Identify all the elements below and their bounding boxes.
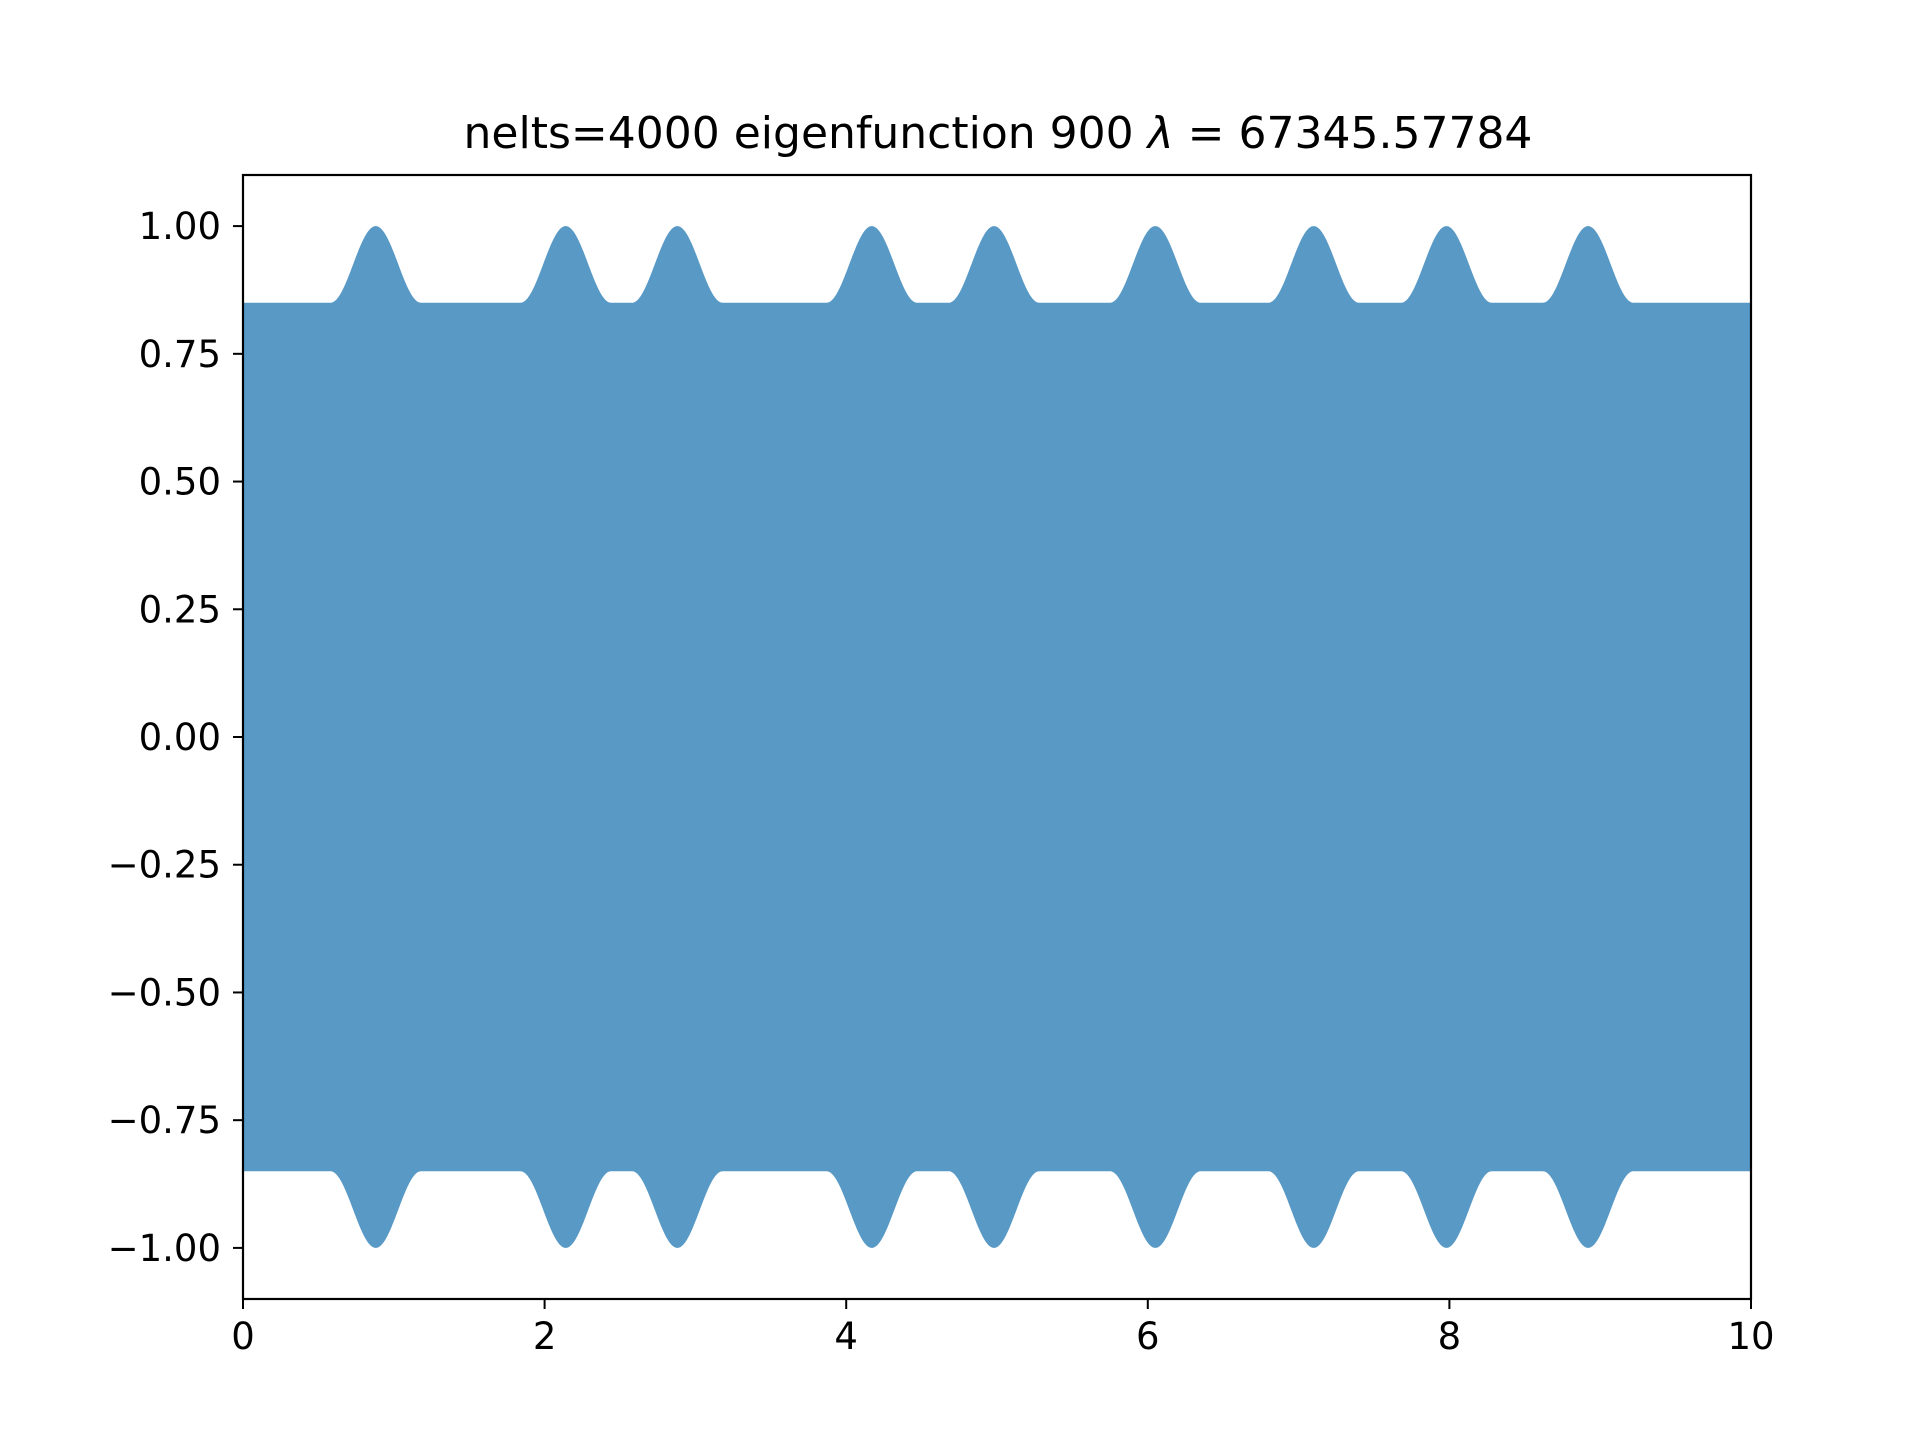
y-tick-label: 0.00 [139,716,221,759]
chart-title: nelts=4000 eigenfunction 900 λ = 67345.5… [464,108,1533,159]
y-tick-label: 0.50 [139,461,221,504]
y-tick-label: 0.75 [139,333,221,376]
title-prefix: nelts=4000 eigenfunction 900 [464,108,1148,159]
x-tick-label: 6 [1136,1315,1160,1358]
y-tick-label: −0.75 [108,1099,221,1142]
x-tick-label: 8 [1438,1315,1462,1358]
x-axis: 0 2 4 6 8 10 [231,1299,1775,1358]
y-tick-label: −0.25 [108,844,221,887]
x-tick-label: 2 [533,1315,557,1358]
x-tick-label: 0 [231,1315,255,1358]
x-tick-label: 10 [1727,1315,1774,1358]
y-tick-label: −0.50 [108,971,221,1014]
y-tick-label: 1.00 [139,205,221,248]
title-lambda: λ [1146,108,1174,159]
y-tick-label: 0.25 [139,588,221,631]
plot-area [243,226,1751,1248]
x-tick-label: 4 [834,1315,858,1358]
title-equals: = [1174,108,1239,159]
title-value: 67345.57784 [1239,108,1533,159]
series-eigenfunction-envelope [243,226,1751,1248]
y-tick-label: −1.00 [108,1227,221,1270]
y-axis: 1.00 0.75 0.50 0.25 0.00 −0.25 −0.50 −0.75 −1.00 [108,205,243,1270]
